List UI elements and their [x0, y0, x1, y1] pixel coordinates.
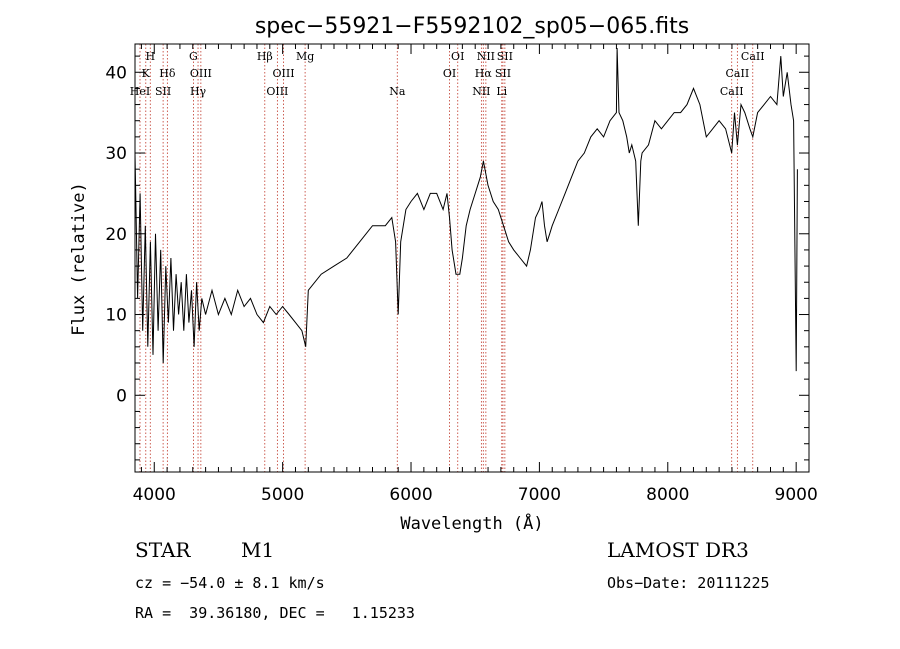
- line-label-17: NII: [477, 50, 495, 63]
- line-label-4: Hδ: [159, 67, 176, 80]
- y-tick-label: 20: [105, 225, 127, 245]
- spectral-line-markers: [139, 44, 754, 472]
- ra-dec-coordinates: RA = 39.36180, DEC = 1.15233: [135, 604, 415, 622]
- line-label-9: OIII: [266, 85, 288, 98]
- y-tick-label: 0: [116, 386, 127, 406]
- line-label-1: K: [142, 67, 151, 80]
- y-tick-label: 30: [105, 144, 127, 164]
- axis-ticks: [135, 44, 810, 472]
- line-label-11: Mg: [296, 50, 314, 63]
- line-label-2: H: [145, 50, 155, 63]
- line-label-15: NII: [472, 85, 490, 98]
- x-axis-label: Wavelength (Å): [400, 512, 543, 534]
- chart-title: spec−55921−F5592102_sp05−065.fits: [255, 14, 689, 39]
- line-label-10: OIII: [273, 67, 295, 80]
- y-tick-labels: 0 10 20 30 40: [105, 63, 127, 406]
- redshift-velocity: cz = −54.0 ± 8.1 km/s: [135, 574, 325, 592]
- line-label-21: CaII: [720, 85, 744, 98]
- x-tick-label: 6000: [389, 485, 432, 505]
- line-label-5: G: [189, 50, 198, 63]
- line-label-18: Li: [496, 85, 507, 98]
- x-tick-label: 4000: [133, 485, 176, 505]
- line-label-23: CaII: [741, 50, 765, 63]
- x-tick-label: 9000: [775, 485, 818, 505]
- x-tick-label: 5000: [261, 485, 304, 505]
- y-tick-label: 10: [105, 306, 127, 326]
- line-label-6: Hγ: [190, 85, 207, 98]
- plot-frame: [134, 43, 810, 473]
- line-label-0: HeI: [130, 85, 150, 98]
- observation-date: Obs−Date: 20111225: [607, 574, 770, 592]
- line-label-20: SII: [497, 50, 513, 63]
- object-subclass: M1: [241, 538, 275, 562]
- x-tick-label: 8000: [646, 485, 689, 505]
- line-label-7: OIII: [190, 67, 212, 80]
- y-axis-label: Flux (relative): [69, 182, 89, 336]
- line-label-3: SII: [155, 85, 171, 98]
- line-label-14: OI: [451, 50, 464, 63]
- survey-name: LAMOST DR3: [607, 538, 749, 562]
- spectral-line-labels: HeIKHSIIHδGHγOIIIHβOIIIOIIIMgNaOIOINIIHα…: [130, 50, 765, 98]
- line-label-16: Hα: [475, 67, 493, 80]
- object-class: STAR: [135, 538, 191, 562]
- x-tick-label: 7000: [518, 485, 561, 505]
- line-label-19: SII: [495, 67, 511, 80]
- y-tick-label: 40: [105, 63, 127, 83]
- spectrum-series-line: [134, 47, 798, 372]
- line-label-12: Na: [389, 85, 406, 98]
- line-label-8: Hβ: [257, 50, 273, 63]
- x-tick-labels: 4000 5000 6000 7000 8000 9000: [133, 485, 818, 505]
- line-label-22: CaII: [726, 67, 750, 80]
- line-label-13: OI: [443, 67, 456, 80]
